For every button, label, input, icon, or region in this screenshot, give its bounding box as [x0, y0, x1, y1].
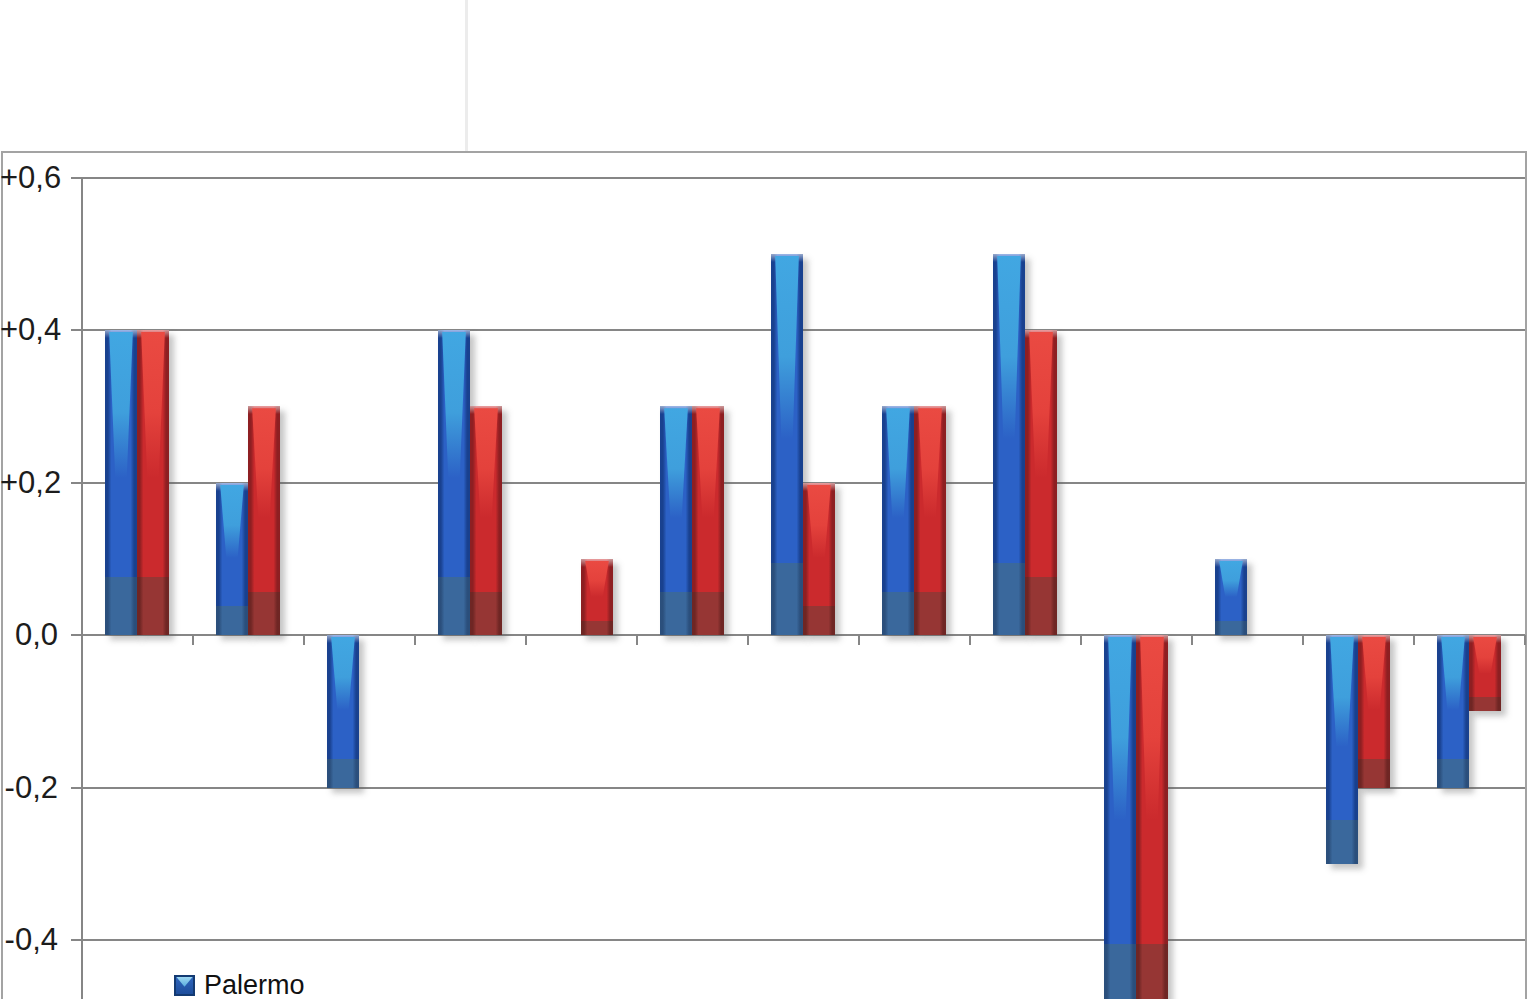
bar-base	[914, 592, 946, 635]
x-axis-tick	[525, 635, 527, 645]
bar-hl	[997, 256, 1021, 439]
x-axis-tick	[858, 635, 860, 645]
bar-hl	[664, 408, 688, 518]
bar-base	[1358, 759, 1390, 788]
bar-base	[137, 577, 169, 635]
bar-base	[438, 577, 470, 635]
bar-series1-cat1	[105, 330, 137, 635]
bar-hl	[474, 408, 498, 518]
bar-series2-cat7	[803, 483, 835, 636]
bar-hl	[220, 485, 244, 558]
y-axis-line	[81, 178, 83, 999]
slide-canvas: { "chart_data": { "type": "bar", "title"…	[0, 0, 1529, 999]
gridline	[82, 329, 1525, 331]
x-axis-tick	[1413, 635, 1415, 645]
bar-hl	[1330, 637, 1354, 747]
bar-series1-cat4	[438, 330, 470, 635]
bar-series1-cat6	[660, 406, 692, 635]
x-axis-tick	[303, 635, 305, 645]
bar-base	[660, 592, 692, 635]
bar-hl	[1473, 637, 1497, 674]
bar-hl	[696, 408, 720, 518]
bar-hl	[1140, 637, 1164, 820]
bar-base	[470, 592, 502, 635]
bar-hl	[585, 561, 609, 598]
y-axis-tick-label: +0,6	[0, 158, 58, 198]
bar-series2-cat5	[581, 559, 613, 635]
bar-hl	[807, 485, 831, 558]
y-axis-tick-label: -0,2	[0, 768, 58, 808]
gridline	[82, 177, 1525, 179]
bar-hl	[331, 637, 355, 710]
bar-base	[248, 592, 280, 635]
gridline	[82, 787, 1525, 789]
legend-key-palermo-icon	[174, 975, 195, 996]
x-axis-tick	[414, 635, 416, 645]
bar-base	[692, 592, 724, 635]
x-axis-tick	[1191, 635, 1193, 645]
bar-base	[581, 621, 613, 635]
x-axis-tick	[1302, 635, 1304, 645]
bar-series1-cat12	[1326, 635, 1358, 864]
bar-hl	[442, 332, 466, 478]
y-axis-tick-label: -0,4	[0, 920, 58, 960]
bar-base	[1025, 577, 1057, 635]
bar-base	[1326, 820, 1358, 863]
bar-base	[105, 577, 137, 635]
bar-series2-cat10	[1136, 635, 1168, 999]
bar-base	[1469, 697, 1501, 711]
legend-key-bevel-highlight	[176, 977, 193, 987]
x-axis-tick	[1524, 635, 1526, 645]
bar-series2-cat9	[1025, 330, 1057, 635]
bar-hl	[252, 408, 276, 518]
bar-series1-cat10	[1104, 635, 1136, 999]
bar-hl	[1029, 332, 1053, 478]
bar-series2-cat8	[914, 406, 946, 635]
bar-hl	[918, 408, 942, 518]
bar-series2-cat4	[470, 406, 502, 635]
bar-base	[216, 606, 248, 635]
bar-series2-cat2	[248, 406, 280, 635]
bar-base	[1104, 944, 1136, 999]
bar-hl	[886, 408, 910, 518]
bar-base	[993, 563, 1025, 635]
y-axis-tick-label: +0,2	[0, 463, 58, 503]
bar-series1-cat8	[882, 406, 914, 635]
bar-chart-plot-area: +0,6 +0,4 +0,2 0,0 -0,2 -0,4	[0, 0, 1529, 999]
bar-base	[1215, 621, 1247, 635]
x-axis-tick	[1080, 635, 1082, 645]
bar-series1-cat3	[327, 635, 359, 788]
x-axis-tick	[636, 635, 638, 645]
bar-series1-cat2	[216, 483, 248, 636]
bar-base	[882, 592, 914, 635]
bar-base	[327, 759, 359, 788]
x-axis-tick	[969, 635, 971, 645]
bar-hl	[1108, 637, 1132, 820]
bar-hl	[1441, 637, 1465, 710]
x-axis-tick	[192, 635, 194, 645]
bar-series1-cat11	[1215, 559, 1247, 635]
bar-series1-cat7	[771, 254, 803, 635]
bar-series1-cat13	[1437, 635, 1469, 788]
bar-base	[1437, 759, 1469, 788]
bar-series2-cat1	[137, 330, 169, 635]
bar-series1-cat9	[993, 254, 1025, 635]
bar-hl	[141, 332, 165, 478]
y-axis-tick-label: 0,0	[0, 615, 58, 655]
legend-label-palermo: Palermo	[204, 971, 305, 999]
bar-series2-cat13	[1469, 635, 1501, 711]
y-axis-tick-label: +0,4	[0, 310, 58, 350]
bar-series2-cat6	[692, 406, 724, 635]
legend: Palermo	[174, 971, 305, 999]
bar-base	[803, 606, 835, 635]
bar-hl	[1219, 561, 1243, 598]
gridline	[82, 939, 1525, 941]
bar-hl	[109, 332, 133, 478]
bar-series2-cat12	[1358, 635, 1390, 788]
bar-base	[771, 563, 803, 635]
x-axis-tick	[747, 635, 749, 645]
bar-hl	[775, 256, 799, 439]
bar-base	[1136, 944, 1168, 999]
bar-hl	[1362, 637, 1386, 710]
